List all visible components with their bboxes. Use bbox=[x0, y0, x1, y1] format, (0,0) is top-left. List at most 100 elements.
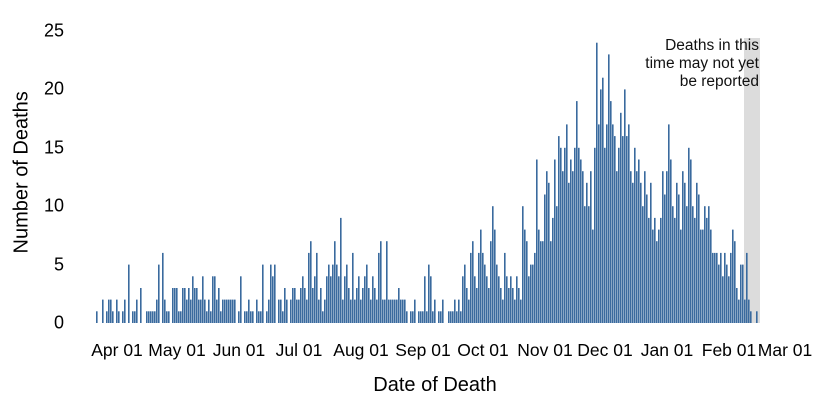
bar bbox=[112, 311, 114, 323]
bar bbox=[630, 171, 632, 323]
x-tick-label: Aug 01 bbox=[333, 340, 389, 360]
bar bbox=[696, 182, 698, 323]
bar bbox=[362, 288, 364, 323]
bar bbox=[314, 276, 316, 323]
bar bbox=[458, 299, 460, 323]
bar bbox=[656, 241, 658, 323]
bar bbox=[266, 311, 268, 323]
bar bbox=[382, 299, 384, 323]
bar bbox=[484, 264, 486, 323]
bar bbox=[346, 264, 348, 323]
bar bbox=[302, 276, 304, 323]
bar bbox=[442, 299, 444, 323]
bar bbox=[306, 299, 308, 323]
bar bbox=[330, 276, 332, 323]
bar bbox=[644, 171, 646, 323]
bar bbox=[586, 182, 588, 323]
bar bbox=[206, 311, 208, 323]
x-tick-label: Jun 01 bbox=[212, 340, 266, 360]
x-axis-title: Date of Death bbox=[373, 374, 497, 396]
x-tick-label: May 01 bbox=[148, 340, 206, 360]
bar bbox=[216, 299, 218, 323]
bar bbox=[300, 288, 302, 323]
bar bbox=[574, 147, 576, 323]
bar bbox=[712, 252, 714, 323]
bar bbox=[740, 264, 742, 323]
bar bbox=[426, 311, 428, 323]
bar bbox=[676, 182, 678, 323]
bar bbox=[554, 159, 556, 323]
bar bbox=[576, 101, 578, 323]
bar bbox=[410, 311, 412, 323]
bar bbox=[192, 276, 194, 323]
bar bbox=[502, 299, 504, 323]
bar bbox=[726, 264, 728, 323]
bar bbox=[680, 229, 682, 323]
bar bbox=[448, 311, 450, 323]
bar bbox=[694, 217, 696, 323]
bar bbox=[528, 276, 530, 323]
bar bbox=[432, 311, 434, 323]
bar bbox=[640, 182, 642, 323]
bar bbox=[388, 299, 390, 323]
x-tick-label: Apr 01 bbox=[91, 340, 143, 360]
bar bbox=[128, 264, 130, 323]
bar bbox=[648, 217, 650, 323]
bar bbox=[568, 182, 570, 323]
bar bbox=[664, 194, 666, 323]
bar bbox=[284, 288, 286, 323]
bar bbox=[746, 252, 748, 323]
bar bbox=[384, 299, 386, 323]
bar bbox=[286, 299, 288, 323]
bar bbox=[418, 311, 420, 323]
x-tick-label: Mar 01 bbox=[757, 340, 813, 360]
bar bbox=[564, 147, 566, 323]
bar bbox=[116, 299, 118, 323]
bar bbox=[190, 299, 192, 323]
bar bbox=[374, 288, 376, 323]
bar bbox=[716, 252, 718, 323]
bar bbox=[228, 299, 230, 323]
bar bbox=[454, 299, 456, 323]
bar bbox=[328, 264, 330, 323]
bar bbox=[368, 288, 370, 323]
bar bbox=[356, 288, 358, 323]
bar bbox=[626, 136, 628, 323]
bar bbox=[174, 288, 176, 323]
bar bbox=[434, 299, 436, 323]
bar bbox=[400, 299, 402, 323]
bar bbox=[202, 276, 204, 323]
bar bbox=[530, 264, 532, 323]
bar bbox=[734, 241, 736, 323]
bar bbox=[122, 311, 124, 323]
bar bbox=[230, 299, 232, 323]
bar bbox=[240, 276, 242, 323]
bar bbox=[538, 229, 540, 323]
bar bbox=[196, 288, 198, 323]
bar bbox=[136, 299, 138, 323]
bar bbox=[394, 299, 396, 323]
bar bbox=[634, 147, 636, 323]
bar bbox=[360, 299, 362, 323]
bar bbox=[612, 124, 614, 324]
bar bbox=[628, 124, 630, 324]
bar bbox=[598, 124, 600, 324]
bar bbox=[452, 311, 454, 323]
bar bbox=[532, 264, 534, 323]
bar bbox=[482, 252, 484, 323]
bar bbox=[618, 147, 620, 323]
bar bbox=[700, 229, 702, 323]
x-tick-label: Feb 01 bbox=[701, 340, 757, 360]
bar bbox=[308, 252, 310, 323]
bar bbox=[650, 182, 652, 323]
bar bbox=[580, 159, 582, 323]
bar bbox=[430, 276, 432, 323]
bar bbox=[678, 194, 680, 323]
bar bbox=[324, 299, 326, 323]
bar bbox=[488, 288, 490, 323]
bar bbox=[748, 299, 750, 323]
bar bbox=[282, 311, 284, 323]
bar bbox=[386, 241, 388, 323]
bar bbox=[732, 229, 734, 323]
